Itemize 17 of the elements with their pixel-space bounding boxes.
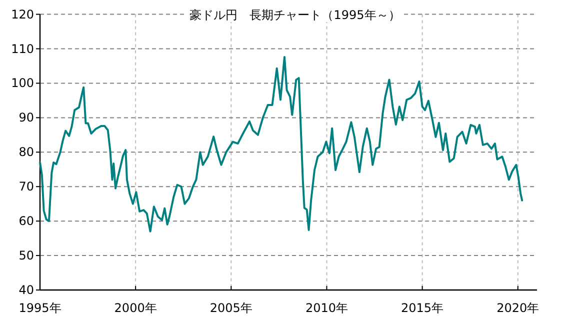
y-tick-label: 80 xyxy=(18,145,34,160)
y-tick-label: 110 xyxy=(11,42,34,56)
y-tick-label: 120 xyxy=(11,7,34,22)
y-tick-label: 70 xyxy=(18,180,34,194)
y-tick-label: 60 xyxy=(18,214,34,228)
y-tick-label: 50 xyxy=(18,248,34,263)
x-tick-label: 2020年 xyxy=(496,301,540,315)
line-series xyxy=(39,56,524,232)
x-tick-label: 2010年 xyxy=(305,301,348,315)
y-tick-label: 40 xyxy=(18,283,34,297)
x-tick-label: 1995年 xyxy=(18,301,62,315)
x-tick-label: 2005年 xyxy=(210,301,252,315)
chart-title: 豪ドル円 長期チャート（1995年～） xyxy=(190,8,400,22)
y-tick-label: 90 xyxy=(18,110,34,125)
y-tick-label: 100 xyxy=(11,76,34,90)
x-tick-label: 2000年 xyxy=(114,301,157,315)
x-tick-label: 2015年 xyxy=(401,301,444,315)
